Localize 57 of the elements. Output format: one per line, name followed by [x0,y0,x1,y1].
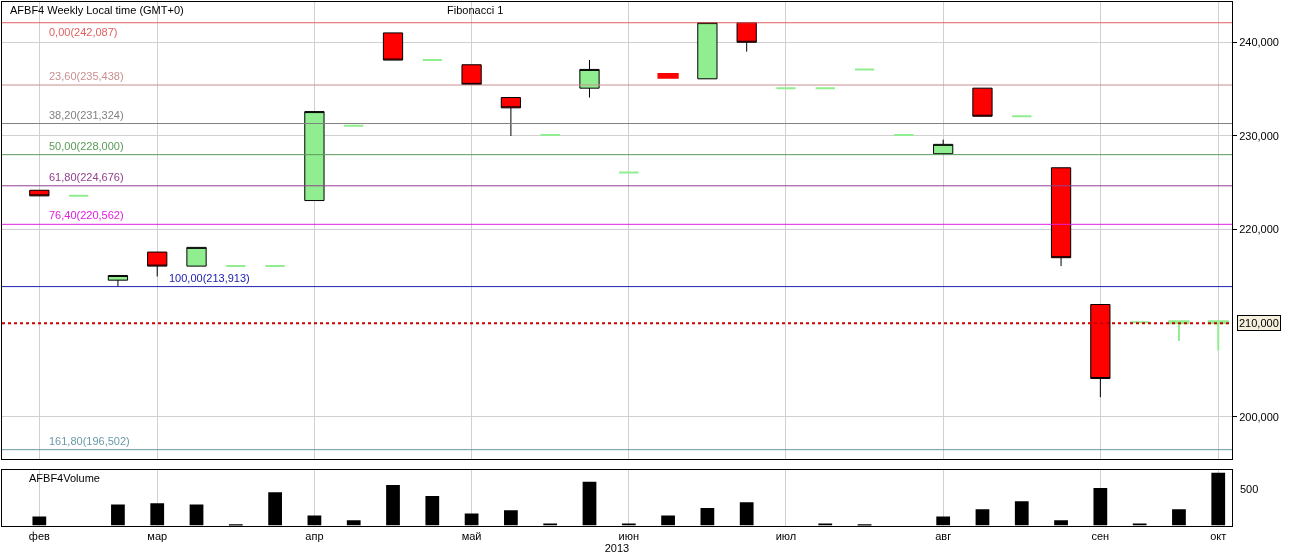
y-tick-label: 200,000 [1239,410,1279,423]
ref-line-label: 76,40(220,562) [49,209,124,221]
x-axis-title: 2013 [604,541,630,554]
candlestick [29,189,50,197]
candlestick [933,139,954,155]
candlestick [343,124,365,127]
ref-line-label: 210,000 [1239,317,1279,329]
candlestick [775,87,797,90]
candlestick [107,274,129,288]
candlestick [814,87,836,90]
ref-line-label: 100,00(213,913) [169,272,250,284]
x-tick-label: мар [147,529,168,542]
candlestick [1129,321,1151,324]
candlestick [304,111,325,202]
x-tick-label: июл [775,529,797,542]
x-tick-label: окт [1210,529,1227,542]
candlestick [1090,304,1111,398]
y-tick-label: 240,000 [1239,36,1279,49]
candlestick [382,32,404,61]
candlestick [579,59,600,99]
candlestick [421,59,443,62]
ref-line-label: 50,00(228,000) [49,140,124,152]
candlestick [1207,320,1229,352]
y-tick-label: 220,000 [1239,223,1279,236]
candlestick [264,265,286,268]
ref-line-label: 0,00(242,087) [49,26,118,38]
candlestick [853,68,876,71]
ref-line-label: 61,80(224,676) [49,171,124,183]
candlestick [1011,115,1033,118]
candlestick [500,97,522,137]
candlestick [186,246,207,267]
ref-line-label: 38,20(231,324) [49,109,124,121]
x-tick-label: авг [935,529,952,542]
candlestick [225,265,247,268]
text: 500 [1240,483,1259,495]
candlestick [147,251,168,277]
candlestick [893,133,915,136]
candlestick [697,22,718,80]
candlestick [461,64,482,85]
chart-title: AFBF4Volume [29,472,100,484]
candlestick [539,133,561,136]
x-tick-label: май [461,529,482,542]
ref-line-label: 161,80(196,502) [49,435,130,447]
annotation: Fibonacci 1 [447,4,504,16]
x-tick-label: июн [618,529,640,542]
chart-title: AFBF4 Weekly Local time (GMT+0) [10,4,184,16]
candlestick [1050,167,1072,267]
x-tick-label: фев [28,529,50,542]
x-tick-label: сен [1091,529,1110,542]
candlestick [68,194,90,197]
candlestick [618,171,640,174]
candlestick [736,22,757,53]
x-tick-label: апр [305,529,324,542]
candlestick [657,73,679,79]
y-tick-label: 230,000 [1239,129,1279,142]
candlestick [972,87,993,117]
ref-line-label: 23,60(235,438) [49,70,124,82]
